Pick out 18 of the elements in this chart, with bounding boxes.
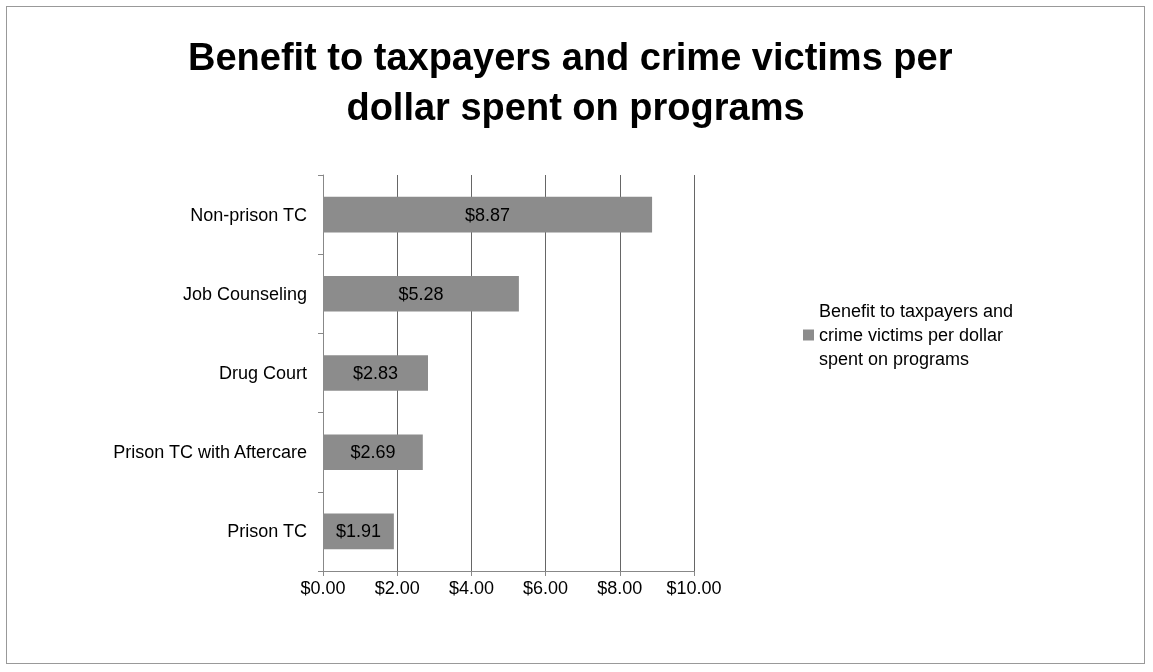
data-label: $2.83 bbox=[352, 363, 399, 383]
chart-title: Benefit to taxpayers and crime victims per dollar spent on programs bbox=[187, 36, 964, 128]
y-tick-label: Prison TC bbox=[227, 521, 307, 542]
data-label: $1.91 bbox=[335, 521, 381, 542]
y-tick-label: Prison TC with Aftercare bbox=[113, 442, 307, 463]
y-tick-label: Drug Court bbox=[218, 363, 307, 383]
x-tick-label: $8.00 bbox=[597, 578, 643, 598]
data-label: $8.87 bbox=[465, 204, 511, 225]
data-label: $2.69 bbox=[350, 442, 396, 463]
x-tick-label: $0.00 bbox=[300, 578, 346, 598]
x-tick-label: $2.00 bbox=[374, 578, 420, 598]
x-tick-label: $6.00 bbox=[523, 578, 569, 598]
x-tick-label: $4.00 bbox=[448, 578, 494, 598]
legend-label: Benefit to taxpayers and crime victims per dollar spent on programs bbox=[819, 301, 1019, 369]
data-label: $5.28 bbox=[398, 283, 444, 304]
y-tick-label: Non-prison TC bbox=[190, 204, 307, 225]
x-tick-label: $10.00 bbox=[666, 578, 722, 598]
y-tick-label: Job Counseling bbox=[182, 283, 307, 304]
